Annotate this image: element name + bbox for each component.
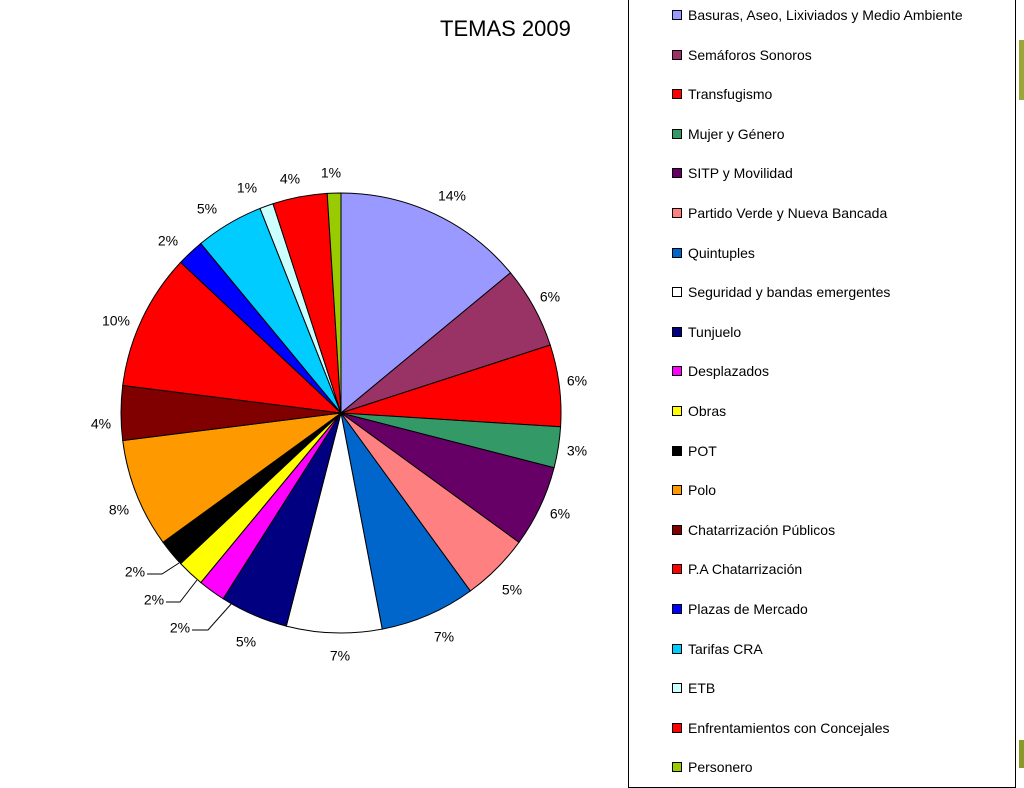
legend-item-pot: POT [672,443,717,459]
legend-swatch [672,762,682,773]
legend-item-p-a-chatarrizacion: P.A Chatarrización [672,561,802,577]
legend-item-personero: Personero [672,759,753,775]
legend-swatch [672,722,682,733]
pie-slice-p-a-chatarrizacion [122,261,343,414]
legend-item-plazas-de-mercado: Plazas de Mercado [672,601,808,617]
legend-label: Personero [688,759,753,776]
leader-line-pot [147,562,180,575]
legend-label: Enfrentamientos con Concejales [688,719,890,736]
legend-label: SITP y Movilidad [688,165,793,182]
legend-label: Plazas de Mercado [688,601,808,617]
legend-swatch [672,208,682,218]
legend-item-transfugismo: Transfugismo [672,86,772,102]
legend-label: Obras [688,403,727,419]
chart-legend: Basuras, Aseo, Lixiviados y Medio Ambien… [628,0,1016,788]
pie-slice-personero [326,192,342,414]
legend-label: Basuras, Aseo, Lixiviados y Medio Ambien… [688,7,963,23]
legend-swatch [672,445,682,456]
legend-swatch [672,326,682,337]
legend-label: P.A Chatarrización [688,561,803,578]
legend-swatch [672,485,682,496]
legend-label: Tarifas CRA [688,640,763,657]
legend-item-obras: Obras [672,403,726,419]
legend-label: Semáforos Sonoros [688,46,812,63]
legend-item-polo: Polo [672,482,716,498]
legend-item-semaforos-sonoros: Semáforos Sonoros [672,47,812,63]
data-label-quintuples: 7% [434,629,454,645]
legend-swatch [672,564,682,575]
legend-swatch [672,524,682,535]
leader-line-obras [166,579,198,603]
legend-swatch [672,406,682,416]
legend-item-sitp-y-movilidad: SITP y Movilidad [672,165,793,181]
legend-swatch [672,168,682,179]
data-label-seguridad-y-bandas-emergentes: 7% [330,648,350,664]
legend-label: Transfugismo [688,86,773,103]
leader-line-desplazados [192,602,233,631]
legend-item-tunjuelo: Tunjuelo [672,324,741,340]
data-label-chatarrizacion-publicos: 4% [91,416,111,432]
data-label-desplazados: 2% [170,620,190,636]
legend-swatch [672,366,682,377]
legend-swatch [672,643,682,654]
data-label-etb: 1% [237,180,257,196]
data-label-basuras-aseo-lixiviados-y-medio-ambiente: 14% [438,188,466,204]
data-label-enfrentamientos-con-concejales: 4% [280,171,300,187]
legend-item-enfrentamientos-con-concejales: Enfrentamientos con Concejales [672,720,890,736]
data-label-plazas-de-mercado: 2% [158,233,178,249]
data-label-sitp-y-movilidad: 6% [550,506,570,522]
data-label-p-a-chatarrizacion: 10% [102,313,130,329]
legend-swatch [672,604,682,614]
chart-title: TEMAS 2009 [440,16,571,41]
legend-label: Mujer y Género [688,125,785,142]
legend-item-tarifas-cra: Tarifas CRA [672,641,763,657]
data-label-polo: 8% [109,502,129,518]
legend-label: Polo [688,482,717,499]
legend-swatch [672,683,682,694]
legend-item-chatarrizacion-publicos: Chatarrización Públicos [672,522,835,538]
legend-label: Partido Verde y Nueva Bancada [688,205,888,221]
legend-swatch [672,128,682,139]
data-label-semaforos-sonoros: 6% [540,289,560,305]
data-label-obras: 2% [144,592,164,608]
data-label-mujer-y-genero: 3% [567,443,587,459]
legend-label: Desplazados [688,363,769,380]
legend-item-mujer-y-genero: Mujer y Género [672,126,784,142]
legend-swatch [672,10,682,20]
pie-slice-polo [122,412,342,544]
data-label-partido-verde-y-nueva-bancada: 5% [502,582,522,598]
legend-item-desplazados: Desplazados [672,363,769,379]
legend-label: POT [688,442,717,459]
legend-item-quintuples: Quintuples [672,245,755,261]
data-label-tarifas-cra: 5% [197,201,217,217]
legend-swatch [672,89,682,100]
slide-edge-decoration [1019,0,1024,768]
legend-label: Chatarrización Públicos [688,521,836,538]
legend-label: ETB [688,680,716,697]
pie-slice-basuras-aseo-lixiviados-y-medio-ambiente [340,192,512,415]
legend-swatch [672,247,682,258]
data-label-transfugismo: 6% [567,373,587,389]
legend-item-etb: ETB [672,680,715,696]
data-label-tunjuelo: 5% [236,634,256,650]
legend-label: Quintuples [688,244,755,261]
legend-item-basuras-aseo-lixiviados-y-medio-ambiente: Basuras, Aseo, Lixiviados y Medio Ambien… [672,7,963,23]
legend-item-seguridad-y-bandas-emergentes: Seguridad y bandas emergentes [672,284,890,300]
legend-item-partido-verde-y-nueva-bancada: Partido Verde y Nueva Bancada [672,205,887,221]
legend-swatch [672,49,682,60]
legend-label: Seguridad y bandas emergentes [688,284,891,301]
data-label-pot: 2% [125,564,145,580]
pie-chart: 14% 6% 6% 3% 6% 5% 7% 7% 5% 2% 2% 2% 8% 4% 10% 2% 5% 1% 4%… [91,165,587,664]
legend-label: Tunjuelo [688,323,742,340]
legend-swatch [672,287,682,298]
data-label-personero: 1% [321,165,341,181]
